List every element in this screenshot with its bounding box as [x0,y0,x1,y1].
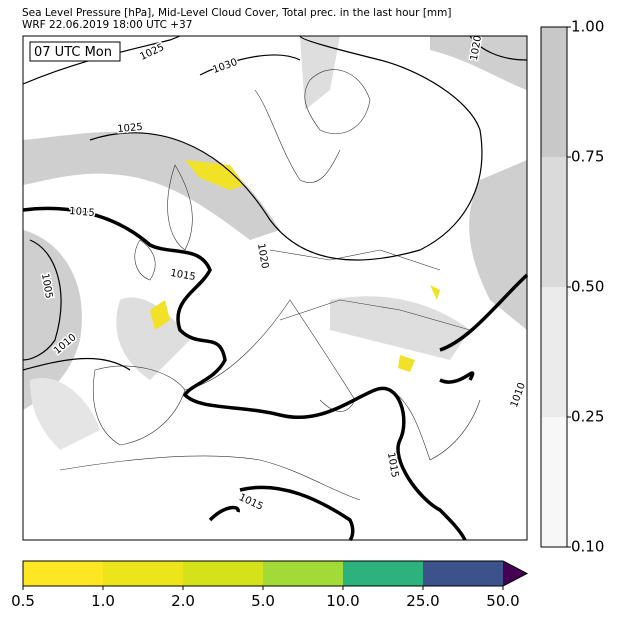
colorbar-band [423,561,503,586]
colorbar-tick-label: 25.0 [406,592,439,610]
colorbar-tick-label: 1.00 [571,18,604,36]
colorbar-tick-label: 0.50 [571,278,604,296]
colorbar-tick-label: 5.0 [251,592,275,610]
colorbar-band [103,561,183,586]
subtitle-line: WRF 22.06.2019 18:00 UTC +37 [22,19,192,31]
colorbar-band [183,561,263,586]
colorbar-tick-label: 0.25 [571,408,604,426]
precipitation [150,160,440,372]
time-label: 07 UTC Mon [34,45,112,60]
colorbar-tick-label: 0.10 [571,538,604,556]
precip-colorbar: 0.5 1.0 2.0 5.0 10.0 25.0 50.0 [11,560,529,610]
colorbar-tick-label: 0.75 [571,148,604,166]
colorbar-band [343,561,423,586]
colorbar-extend [503,561,527,586]
isobar-label: 1025 [117,122,143,135]
colorbar-tick-label: 50.0 [486,592,519,610]
colorbar-tick-label: 0.5 [11,592,35,610]
title-line: Sea Level Pressure [hPa], Mid-Level Clou… [22,7,452,19]
map-area: 1025103010251015101510201005101010151015… [22,33,529,542]
map-background [23,36,527,540]
colorbar-band [541,27,567,157]
map-frame [22,35,528,541]
time-box [29,41,121,62]
cloud-colorbar: 1.00 0.75 0.50 0.25 0.10 [540,18,604,556]
isobar-1015 [22,206,529,542]
colorbar-band [541,287,567,417]
colorbar-band [541,157,567,287]
colorbar-band [541,417,567,547]
colorbar-tick-label: 10.0 [326,592,359,610]
coastlines [59,69,481,501]
cloud-cover [23,36,527,450]
colorbar-band [263,561,343,586]
colorbar-tick-label: 1.0 [91,592,115,610]
isobar-label: 1015 [69,206,95,219]
colorbar-band [23,561,103,586]
colorbar-tick-label: 2.0 [171,592,195,610]
colorbar-frame [22,560,529,587]
isobars [22,35,528,371]
